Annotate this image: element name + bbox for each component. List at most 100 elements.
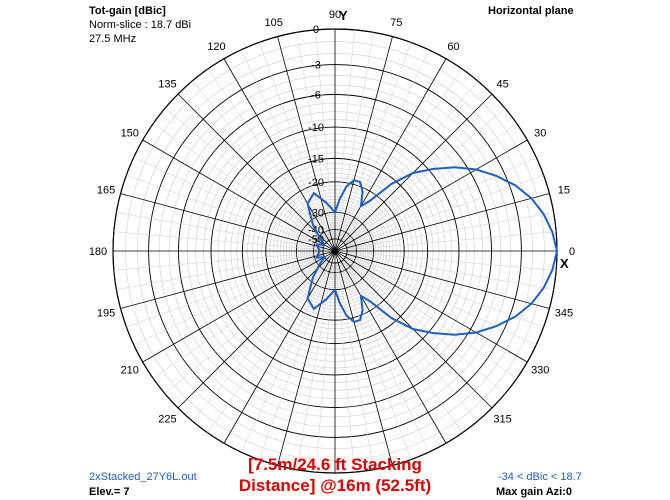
grid-spoke-major <box>334 250 393 466</box>
angle-tick-label: 0 <box>569 246 575 258</box>
grid-spoke-major <box>142 250 336 363</box>
grid-spoke-minor <box>240 265 329 453</box>
grid-spoke-minor <box>336 267 355 473</box>
grid-spoke-minor <box>315 267 334 473</box>
grid-spoke-minor <box>192 80 325 239</box>
angle-tick-label: 30 <box>534 128 546 140</box>
angle-tick-label: 180 <box>89 246 107 258</box>
frequency-label: 27.5 MHz <box>89 33 137 45</box>
grid-spoke-minor <box>126 174 320 246</box>
grid-spoke-minor <box>351 231 557 250</box>
grid-spoke-major <box>223 58 336 252</box>
grid-spoke-major <box>177 93 336 252</box>
grid-spoke-minor <box>337 32 374 236</box>
grid-spoke-minor <box>349 156 537 245</box>
angle-tick-label: 195 <box>97 307 115 319</box>
grid-spoke-minor <box>349 257 537 346</box>
chart-title: Tot-gain [dBic] <box>89 5 166 17</box>
grid-spoke-minor <box>153 260 322 379</box>
angle-tick-label: 210 <box>121 365 139 377</box>
radial-tick-label: -3 <box>311 60 321 72</box>
grid-spoke-minor <box>336 29 355 235</box>
grid-spoke-minor <box>296 32 333 236</box>
grid-spoke-minor <box>345 80 478 239</box>
x-axis-marker: X <box>560 256 569 271</box>
grid-spoke-minor <box>207 69 326 238</box>
caption-line-2: Distance] @16m (52.5ft) <box>238 476 432 495</box>
polar-grid <box>112 28 558 474</box>
grid-spoke-minor <box>347 261 506 394</box>
grid-spoke-minor <box>153 123 322 242</box>
grid-spoke-minor <box>347 108 506 241</box>
grid-spoke-major <box>334 139 528 252</box>
plane-label: Horizontal plane <box>488 5 574 17</box>
grid-spoke-minor <box>348 123 517 242</box>
radial-tick-label: -15 <box>308 153 324 165</box>
radial-tick-label: 0 <box>313 24 319 36</box>
angle-tick-label: 90 <box>329 9 341 21</box>
angle-tick-label: 150 <box>121 128 139 140</box>
grid-spoke-minor <box>113 252 319 271</box>
grid-spoke-minor <box>258 266 330 460</box>
angle-tick-label: 315 <box>493 414 511 426</box>
radial-tick-label: -6 <box>311 89 321 101</box>
grid-spoke-minor <box>341 49 430 237</box>
grid-spoke-major <box>277 250 336 466</box>
grid-spoke-minor <box>350 253 554 290</box>
grid-spoke-major <box>334 36 393 252</box>
grid-spoke-minor <box>345 263 478 422</box>
grid-spoke-minor <box>348 260 517 379</box>
grid-spoke-major <box>334 250 447 444</box>
grid-spoke-minor <box>164 261 323 394</box>
grid-spoke-major <box>177 250 336 409</box>
angle-tick-label: 105 <box>264 17 282 29</box>
gain-range-label: -34 < dBic < 18.7 <box>498 471 582 483</box>
elevation-label: Elev.= 7 <box>89 486 130 498</box>
angle-tick-label: 165 <box>97 185 115 197</box>
grid-spoke-minor <box>315 29 334 235</box>
grid-spoke-minor <box>116 212 320 249</box>
grid-spoke-minor <box>340 42 412 236</box>
radial-tick-label: -30 <box>308 207 324 219</box>
grid-spoke-minor <box>192 263 325 422</box>
max-gain-label: Max gain Azi:0 <box>496 486 572 498</box>
angle-tick-label: 120 <box>207 41 225 53</box>
grid-spoke-minor <box>344 69 463 238</box>
angle-tick-label: 15 <box>558 185 570 197</box>
angle-tick-label: 330 <box>531 365 549 377</box>
grid-spoke-major <box>334 250 550 309</box>
grid-spoke-minor <box>133 156 321 245</box>
y-axis-marker: Y <box>339 8 348 23</box>
grid-spoke-minor <box>207 264 326 433</box>
radial-tick-label: -10 <box>308 122 324 134</box>
grid-spoke-minor <box>344 264 463 433</box>
grid-spoke-minor <box>258 42 330 236</box>
angle-tick-label: 60 <box>447 41 459 53</box>
grid-spoke-minor <box>351 252 557 271</box>
grid-spoke-major <box>334 193 550 252</box>
grid-spoke-minor <box>340 266 412 460</box>
gain-pattern-trace <box>306 166 559 336</box>
caption-line-1: [7.5m/24.6 ft Stacking <box>248 455 422 474</box>
grid-spoke-major <box>277 36 336 252</box>
grid-spoke-minor <box>113 231 319 250</box>
grid-spoke-minor <box>240 49 329 237</box>
angle-tick-label: 225 <box>158 414 176 426</box>
grid-spoke-minor <box>350 174 544 246</box>
grid-spoke-major <box>223 250 336 444</box>
grid-spoke-major <box>120 250 336 309</box>
grid-spoke-minor <box>337 266 374 470</box>
grid-spoke-minor <box>350 256 544 328</box>
angle-tick-label: 345 <box>555 307 573 319</box>
radial-tick-label: -20 <box>308 177 324 189</box>
angle-tick-label: 135 <box>158 78 176 90</box>
grid-spoke-minor <box>133 257 321 346</box>
grid-spoke-minor <box>116 253 320 290</box>
grid-spoke-major <box>142 139 336 252</box>
filename-label: 2xStacked_27Y6L.out <box>89 471 197 483</box>
grid-spoke-minor <box>164 108 323 241</box>
grid-spoke-minor <box>126 256 320 328</box>
grid-spoke-major <box>334 58 447 252</box>
grid-spoke-major <box>334 250 528 363</box>
